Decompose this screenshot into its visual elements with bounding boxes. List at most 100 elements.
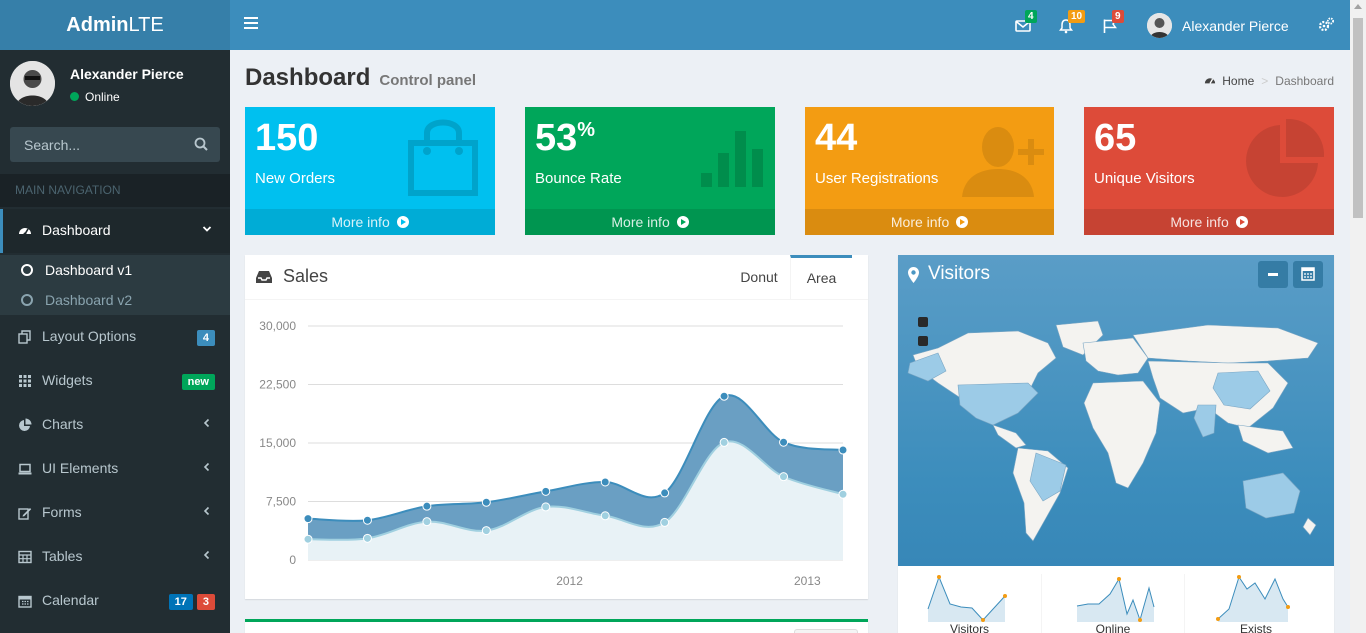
bounce-rate-more-info-link[interactable]: More info [525,209,775,235]
zoom-in-button[interactable] [918,317,928,327]
y-tick-label: 7,500 [266,495,296,509]
user-name: Alexander Pierce [1182,18,1289,34]
stat-value: 65 [1094,117,1136,160]
sparkline-online-chart [1076,577,1155,622]
map-region-australia [1242,472,1301,519]
chevron-left-icon [202,417,212,431]
visitors-card: Visitors Visitors [898,255,1334,633]
point-series-1 [779,472,789,482]
sidebar-item-tables[interactable]: Tables [0,535,230,579]
visitors-sparklines: Visitors Online Exists [898,566,1334,633]
unique-visitors-more-info-link[interactable]: More info [1084,209,1334,235]
dashboard-submenu: Dashboard v1 Dashboard v2 [0,255,230,315]
brand-logo[interactable]: AdminLTE [0,0,230,50]
area-series-2 [308,395,843,540]
arrow-circle-right-icon [676,216,689,228]
calendar-badge-blue: 17 [168,594,193,610]
messages-button[interactable]: 4 [1015,10,1037,34]
y-tick-label: 0 [289,553,296,567]
status-label: Online [85,90,120,104]
widgets-new-badge: new [181,374,215,390]
map-region-europe [1082,337,1149,376]
stat-box-unique-visitors: 65 Unique Visitors More info [1084,107,1334,235]
user-registrations-more-info-link[interactable]: More info [805,209,1054,235]
control-sidebar-button[interactable] [1318,17,1334,38]
zoom-out-button[interactable] [918,336,928,346]
sidebar-item-charts[interactable]: Charts [0,403,230,447]
sales-card: Sales Donut Area 0 7,500 15,000 22,500 30,00… [245,255,868,599]
search-input[interactable] [10,127,190,162]
sidebar-user-name: Alexander Pierce [70,66,184,82]
stat-label: New Orders [255,170,336,187]
submenu-label: Dashboard v1 [45,262,133,278]
sidebar: Alexander Pierce Online MAIN NAVIGATION … [0,50,230,633]
top-navbar: 4 10 9 Alexander Pierce [230,0,1350,50]
sidebar-item-ui-elements[interactable]: UI Elements [0,447,230,491]
notifications-button[interactable]: 10 [1058,10,1086,34]
stat-number: 150 [255,117,319,159]
dashboard-icon [18,224,32,238]
page-title: Dashboard Control panel [245,64,476,92]
scrollbar-thumb[interactable] [1353,18,1363,218]
point-series-1 [600,511,610,521]
point-series-2 [600,477,610,487]
point-series-2 [838,445,848,455]
sidebar-item-calendar[interactable]: Calendar 17 3 [0,579,230,623]
tab-area[interactable]: Area [790,255,852,299]
point-series-1 [838,489,848,499]
breadcrumb-home[interactable]: Home [1222,74,1255,88]
sidebar-item-dashboard[interactable]: Dashboard [0,209,230,253]
avatar [1147,13,1172,38]
scroll-up-arrow-icon[interactable] [1354,4,1362,9]
new-orders-more-info-link[interactable]: More info [245,209,495,235]
sidebar-toggle-icon[interactable] [244,17,258,33]
table-icon [18,550,32,564]
page-title-text: Dashboard [245,64,371,91]
date-range-button[interactable] [1293,261,1323,288]
bar-chart-icon [701,125,765,192]
stat-value: 44 [815,117,857,160]
more-info-text: More info [890,214,950,230]
stat-number: 53 [535,117,578,159]
sparkline-label: Online [1095,622,1131,633]
y-tick-label: 22,500 [259,378,296,392]
point-series-2 [481,497,491,507]
collapse-button[interactable] [1258,261,1288,288]
stat-box-new-orders: 150 New Orders More info [245,107,495,235]
sparkline-label: Visitors [949,622,990,633]
tab-donut[interactable]: Donut [740,269,778,285]
map-region-china [1212,370,1271,410]
brand-light: LTE [128,14,164,36]
sidebar-item-layout-options[interactable]: Layout Options 4 [0,315,230,359]
arrow-circle-right-icon [396,216,409,228]
sparkline-exists: Exists [1184,574,1327,633]
visitors-title: Visitors [928,263,990,284]
brand-bold: Admin [66,14,129,36]
submenu-item-dashboard-v1[interactable]: Dashboard v1 [0,255,230,285]
line-series-1 [307,440,844,541]
calendar-badge-red: 3 [196,594,215,610]
sparkline-visitors: Visitors [898,574,1041,633]
circle-icon [21,264,33,276]
tasks-button[interactable]: 9 [1102,10,1124,34]
stat-box-bounce-rate: 53% Bounce Rate More info [525,107,775,235]
stat-suffix: % [577,119,596,141]
more-info-text: More info [331,214,390,230]
point-series-1 [719,437,729,447]
search-icon[interactable] [194,137,208,156]
submenu-item-dashboard-v2[interactable]: Dashboard v2 [0,285,230,315]
sidebar-item-widgets[interactable]: Widgets new [0,359,230,403]
sidebar-item-forms[interactable]: Forms [0,491,230,535]
stat-label: Bounce Rate [535,170,622,187]
chevron-left-icon [202,505,212,519]
shopping-bag-icon [405,115,481,202]
page-scrollbar[interactable] [1350,0,1366,633]
sparkline-exists-chart [1216,575,1290,622]
main-navigation-header: MAIN NAVIGATION [0,174,230,207]
sparkline-label: Exists [1239,622,1272,633]
point-series-1 [481,526,491,536]
card-toggle[interactable] [794,629,858,633]
point-series-2 [779,437,789,447]
stat-number: 65 [1094,117,1137,159]
stat-number: 44 [815,117,858,159]
